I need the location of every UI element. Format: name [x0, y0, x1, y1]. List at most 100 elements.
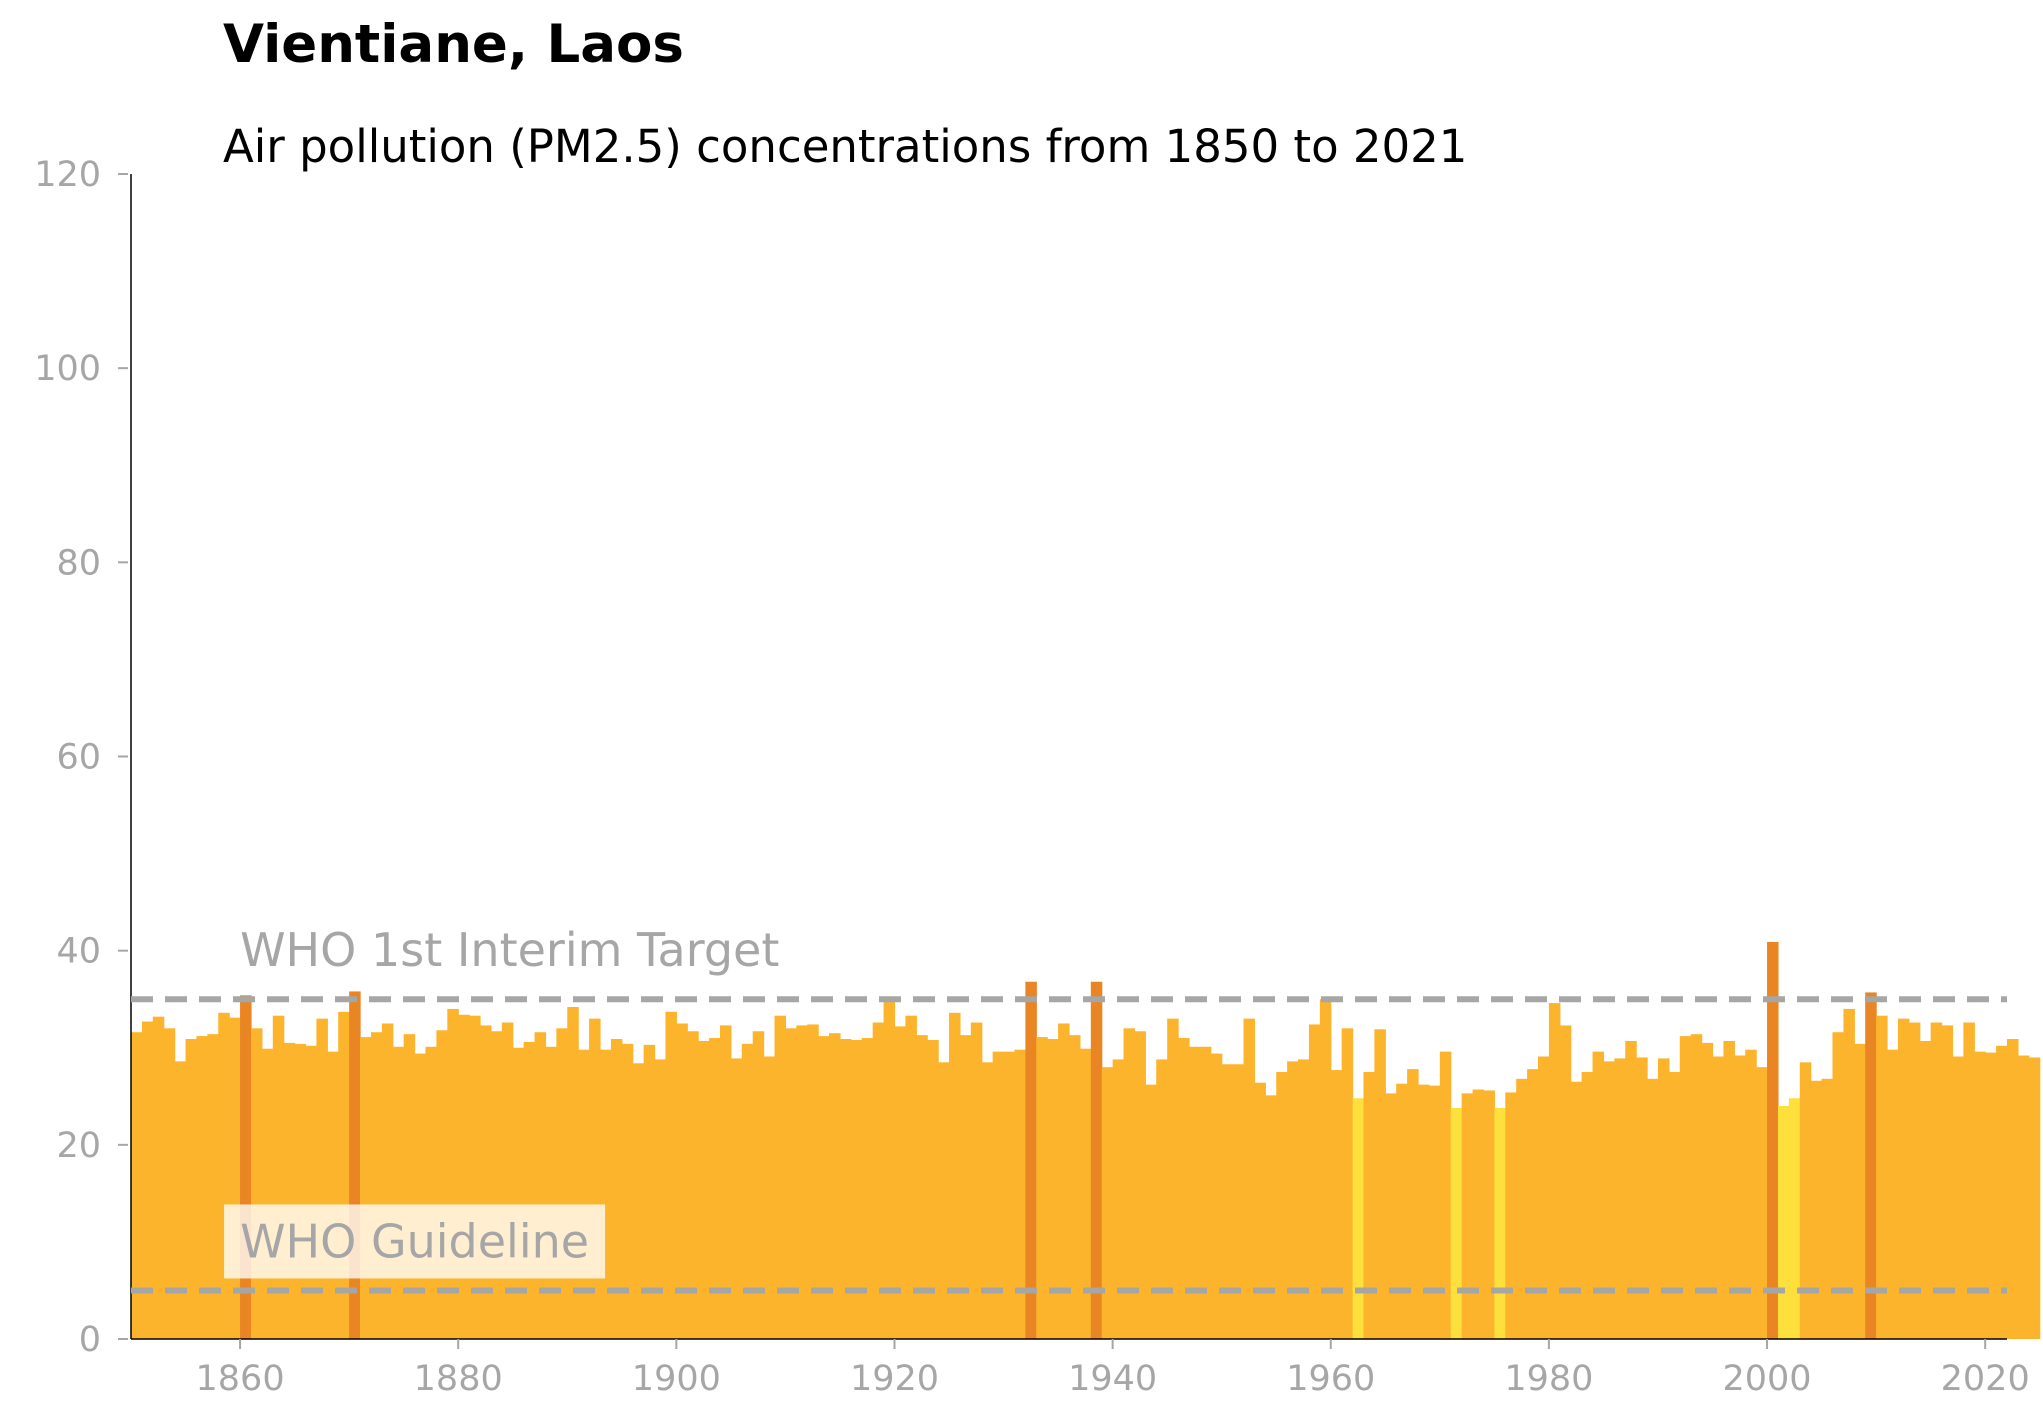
bar-1888 — [545, 1046, 557, 1339]
bar-1855 — [185, 1039, 198, 1339]
bar-1913 — [818, 1036, 830, 1339]
bar-1948 — [1199, 1046, 1212, 1339]
bar-1955 — [1276, 1072, 1288, 1339]
bar-2011 — [1887, 1049, 1899, 1339]
bar-1937 — [1079, 1048, 1092, 1339]
bar-1887 — [534, 1032, 547, 1339]
bar-1945 — [1167, 1018, 1179, 1339]
bar-1990 — [1657, 1058, 1670, 1339]
bar-1982 — [1570, 1081, 1583, 1339]
bar-1925 — [949, 1012, 961, 1339]
bar-1872 — [370, 1032, 383, 1339]
bar-1879 — [447, 1008, 459, 1339]
bar-1956 — [1287, 1061, 1299, 1339]
bar-1985 — [1603, 1061, 1615, 1339]
bar-1954 — [1265, 1095, 1277, 1339]
bar-1857 — [207, 1034, 219, 1339]
bar-1861 — [250, 1028, 263, 1339]
bar-1860 — [240, 995, 252, 1339]
bar-1930 — [1003, 1051, 1016, 1339]
bar-2015 — [1930, 1022, 1943, 1339]
bar-2018 — [1963, 1022, 1975, 1339]
bar-1953 — [1254, 1082, 1266, 1339]
bar-1997 — [1734, 1055, 1746, 1339]
y-tick-label-100: 100 — [34, 349, 101, 389]
bar-1918 — [872, 1022, 885, 1339]
bar-1890 — [567, 1006, 579, 1339]
bar-2014 — [1919, 1040, 1932, 1339]
bar-1892 — [589, 1018, 601, 1339]
bar-1976 — [1505, 1092, 1517, 1339]
bar-1850 — [131, 1032, 143, 1339]
bar-1893 — [600, 1049, 612, 1339]
bar-1883 — [490, 1031, 503, 1339]
x-tick-label-1880: 1880 — [414, 1359, 503, 1399]
bar-1871 — [360, 1037, 372, 1339]
x-tick-label-1960: 1960 — [1286, 1359, 1375, 1399]
bar-1907 — [752, 1031, 765, 1339]
bar-2016 — [1941, 1025, 1954, 1339]
bar-1998 — [1745, 1049, 1757, 1339]
bar-1977 — [1516, 1078, 1528, 1339]
bar-1931 — [1014, 1049, 1026, 1339]
y-tick-label-0: 0 — [79, 1320, 101, 1360]
bar-2009 — [1865, 992, 1877, 1339]
bar-1987 — [1625, 1040, 1637, 1339]
bar-1867 — [316, 1018, 328, 1339]
bar-1975 — [1494, 1107, 1506, 1339]
bar-1896 — [632, 1063, 645, 1339]
bar-1905 — [730, 1058, 743, 1339]
bar-1923 — [927, 1039, 939, 1339]
bar-1940 — [1112, 1059, 1125, 1339]
bar-1873 — [381, 1023, 394, 1339]
bar-1929 — [992, 1051, 1005, 1339]
bar-1920 — [894, 1026, 906, 1339]
bar-1943 — [1145, 1084, 1157, 1339]
bar-1996 — [1723, 1040, 1735, 1339]
bar-1946 — [1178, 1038, 1190, 1339]
bar-1960 — [1330, 1070, 1343, 1339]
bar-1886 — [523, 1041, 536, 1339]
bar-1933 — [1036, 1037, 1048, 1339]
bar-1865 — [294, 1043, 307, 1339]
x-tick-label-1940: 1940 — [1068, 1359, 1157, 1399]
bar-2010 — [1876, 1015, 1888, 1339]
bar-1978 — [1527, 1069, 1539, 1339]
bar-1881 — [469, 1015, 481, 1339]
bar-1921 — [905, 1015, 917, 1339]
bar-1863 — [272, 1015, 285, 1339]
bar-1911 — [796, 1025, 808, 1339]
bar-1909 — [774, 1015, 787, 1339]
bar-1992 — [1679, 1036, 1692, 1339]
bar-1908 — [763, 1056, 776, 1339]
bar-2013 — [1908, 1022, 1921, 1339]
bar-1939 — [1101, 1067, 1114, 1339]
bar-1981 — [1559, 1025, 1572, 1339]
bar-1904 — [719, 1025, 732, 1339]
x-tick-label-1920: 1920 — [850, 1359, 939, 1399]
bar-2023 — [2017, 1055, 2030, 1339]
bar-1895 — [621, 1043, 634, 1339]
bar-1914 — [829, 1033, 841, 1339]
bar-2019 — [1974, 1051, 1986, 1339]
bar-1897 — [643, 1044, 656, 1339]
x-tick-label-1860: 1860 — [196, 1359, 285, 1399]
bar-1919 — [883, 999, 896, 1339]
bar-1875 — [403, 1034, 416, 1339]
bar-2000 — [1767, 941, 1779, 1339]
bar-1959 — [1319, 999, 1332, 1339]
bar-1864 — [283, 1042, 296, 1339]
bar-1936 — [1069, 1035, 1081, 1339]
ref-label-0: WHO 1st Interim Target — [240, 923, 779, 977]
bar-1870 — [349, 991, 361, 1339]
bar-1973 — [1472, 1089, 1485, 1339]
bar-1894 — [610, 1039, 623, 1339]
bar-2022 — [2007, 1039, 2019, 1339]
bar-1989 — [1647, 1078, 1659, 1339]
bar-1910 — [785, 1028, 797, 1339]
bar-1991 — [1668, 1072, 1681, 1339]
bar-1944 — [1156, 1059, 1168, 1339]
bar-1961 — [1341, 1028, 1354, 1339]
x-tick-label-2020: 2020 — [1941, 1359, 2030, 1399]
bar-1969 — [1428, 1085, 1441, 1339]
